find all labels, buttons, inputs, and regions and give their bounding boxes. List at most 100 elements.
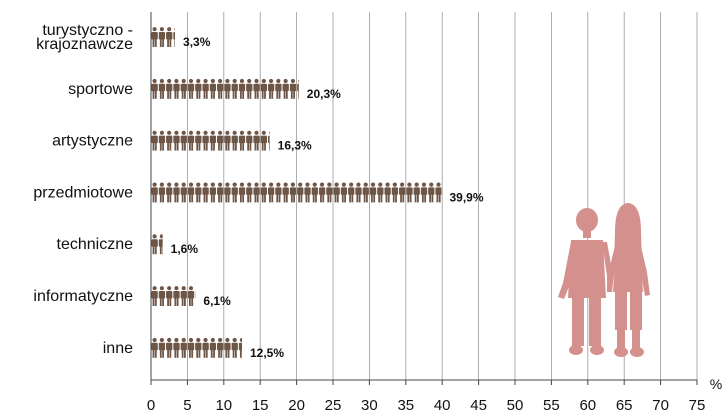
category-label: przedmiotowe: [33, 184, 133, 201]
category-label: techniczne: [57, 236, 134, 253]
person-icon: [260, 130, 267, 151]
person-icon: [355, 182, 362, 203]
category-label: sportowe: [68, 81, 133, 98]
person-icon: [187, 286, 195, 306]
person-icon: [238, 78, 246, 99]
person-icon: [180, 130, 187, 151]
x-tick-label: 50: [507, 397, 524, 414]
children-silhouette-illustration: [558, 203, 650, 357]
person-icon: [166, 337, 173, 358]
person-icon: [166, 27, 173, 47]
bar: [151, 234, 163, 255]
person-icon: [428, 182, 435, 203]
x-tick-label: 45: [470, 397, 487, 414]
person-icon: [209, 78, 217, 99]
person-icon: [260, 78, 267, 99]
x-tick-label: 10: [215, 397, 232, 414]
person-icon: [413, 182, 420, 203]
person-icon: [180, 286, 187, 306]
person-icon: [224, 130, 231, 151]
person-icon: [297, 79, 299, 99]
person-icon: [246, 130, 253, 151]
person-icon: [238, 130, 246, 151]
person-icon: [224, 337, 231, 358]
x-tick-label: 35: [397, 397, 414, 414]
person-icon: [166, 130, 173, 151]
person-icon: [224, 182, 231, 203]
person-icon: [231, 182, 238, 203]
bar-icons: [151, 337, 242, 358]
data-label: 16,3%: [278, 139, 312, 153]
person-icon: [158, 130, 166, 151]
person-icon: [253, 182, 260, 203]
person-icon: [246, 78, 253, 99]
person-icon: [187, 130, 195, 151]
person-icon: [267, 182, 275, 203]
bar-icons: [151, 182, 442, 203]
data-label: 1,6%: [171, 242, 199, 256]
person-icon: [195, 291, 196, 299]
person-icon: [282, 182, 289, 203]
person-icon: [282, 78, 289, 99]
person-icon: [187, 182, 195, 203]
bar: [151, 78, 299, 99]
bar: [151, 130, 270, 151]
person-icon: [217, 182, 224, 203]
bar: [151, 286, 196, 306]
person-icon: [333, 182, 340, 203]
bar: [151, 27, 176, 47]
bar-icons: [151, 130, 270, 151]
person-icon: [377, 182, 384, 203]
person-icon: [173, 130, 180, 151]
person-icon: [362, 182, 369, 203]
person-icon: [151, 130, 158, 151]
person-icon: [195, 182, 202, 203]
person-icon: [202, 337, 209, 358]
person-icon: [209, 182, 217, 203]
person-icon: [238, 182, 246, 203]
person-icon: [187, 337, 195, 358]
person-icon: [151, 78, 158, 99]
bar-icons: [151, 286, 196, 306]
person-icon: [202, 130, 209, 151]
category-label: inne: [103, 340, 133, 357]
data-labels: 3,3% 20,3% 16,3% 39,9% 1,6% 6,1% 12,5%: [171, 35, 484, 360]
x-tick-label: 0: [147, 397, 155, 414]
bar-icons: [151, 234, 163, 255]
data-label: 3,3%: [183, 35, 211, 49]
person-icon: [151, 27, 158, 47]
person-icon: [158, 337, 166, 358]
x-axis-unit-label: %: [710, 376, 722, 392]
boy-silhouette: [558, 208, 613, 355]
person-icon: [158, 78, 166, 99]
person-icon: [369, 182, 377, 203]
x-tick-label: 25: [325, 397, 342, 414]
bar: [151, 182, 442, 203]
data-label: 12,5%: [250, 346, 284, 360]
person-icon: [253, 78, 260, 99]
person-icon: [399, 182, 406, 203]
bar: [151, 337, 242, 358]
person-icon: [420, 182, 428, 203]
person-icon: [217, 337, 224, 358]
person-icon: [267, 131, 270, 151]
person-icon: [384, 182, 391, 203]
person-icon: [253, 130, 260, 151]
person-icon: [406, 182, 413, 203]
x-tick-label: 55: [543, 397, 560, 414]
person-icon: [166, 286, 173, 306]
person-icon: [348, 182, 355, 203]
person-icon: [304, 182, 311, 203]
person-icon: [166, 78, 173, 99]
person-icon: [158, 286, 166, 306]
person-icon: [289, 78, 297, 99]
x-tick-label: 5: [183, 397, 191, 414]
person-icon: [151, 286, 158, 306]
person-icon: [260, 182, 267, 203]
person-icon: [267, 78, 275, 99]
person-icon: [391, 182, 399, 203]
person-icon: [195, 130, 202, 151]
category-label: artystyczne: [52, 133, 133, 150]
person-icon: [326, 182, 333, 203]
